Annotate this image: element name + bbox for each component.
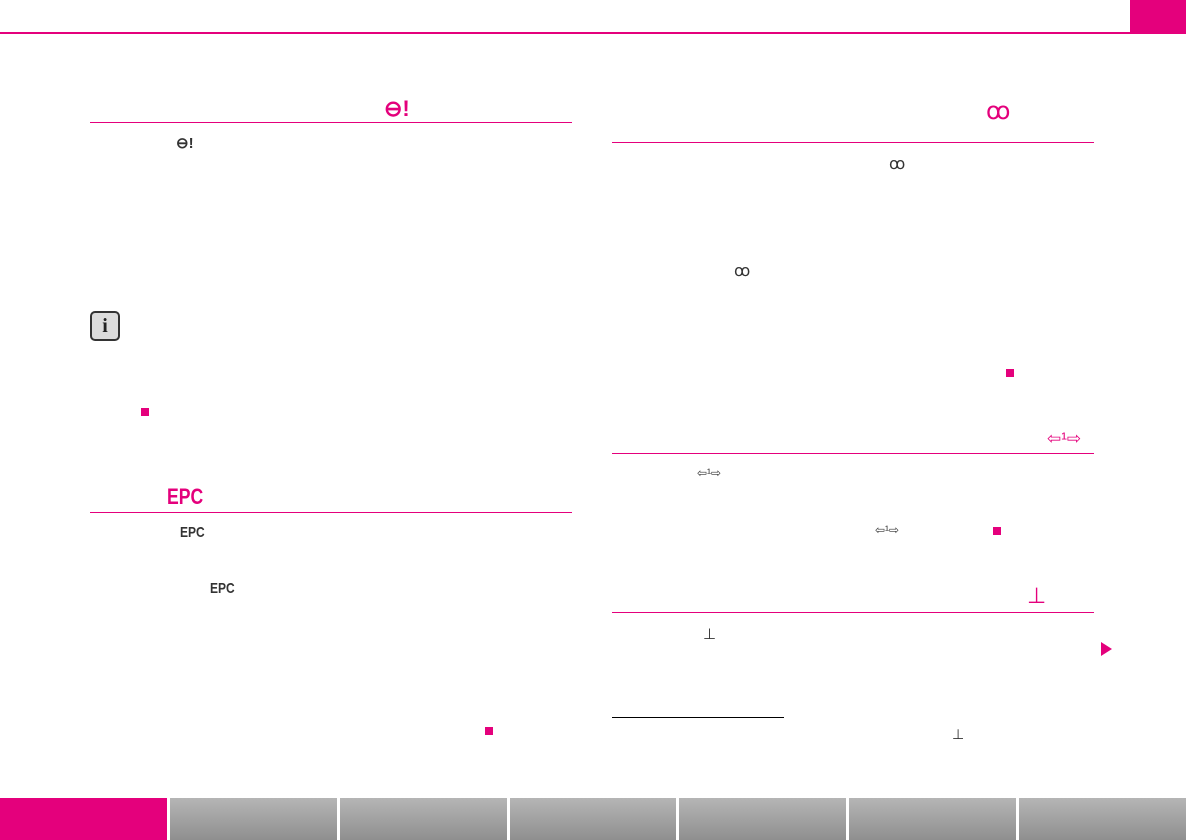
section-end-marker	[141, 408, 149, 416]
turn-signal-inline-icon-2: ⇦¹⇨	[875, 523, 900, 537]
power-steering-inline-icon: ⊖!	[176, 135, 194, 152]
coolant-footnote-icon: ⊥	[952, 726, 965, 742]
turn-signal-heading-icon: ⇦¹⇨	[1047, 429, 1082, 448]
section-end-marker	[1006, 369, 1014, 377]
footer-tab-1[interactable]	[0, 798, 167, 840]
power-steering-heading-icon: ⊖!	[384, 96, 410, 121]
info-icon: i	[90, 311, 120, 341]
section-end-marker	[485, 727, 493, 735]
footer-tab-6[interactable]	[849, 798, 1017, 840]
epc-inline-icon-2: EPC	[210, 580, 235, 597]
footnote-rule	[612, 717, 784, 718]
glow-plug-inline-icon: ꝏ	[889, 156, 906, 173]
epc-inline-icon: EPC	[180, 524, 205, 541]
header-rule	[0, 32, 1186, 34]
epc-heading-icon: EPC	[167, 484, 204, 509]
section-rule-coolant	[612, 612, 1094, 613]
coolant-heading-icon: ⊥	[1027, 583, 1047, 608]
page-corner-tab	[1130, 0, 1186, 34]
section-rule-power-steering	[90, 122, 572, 123]
footer-tab-3[interactable]	[339, 798, 507, 840]
next-page-arrow-icon[interactable]	[1101, 642, 1112, 656]
section-rule-turn-signal	[612, 453, 1094, 454]
footer-tab-7[interactable]	[1019, 798, 1186, 840]
footer-tab-5[interactable]	[679, 798, 847, 840]
glow-plug-heading-icon: ꝏ	[986, 98, 1011, 125]
glow-plug-inline-icon-2: ꝏ	[734, 263, 751, 280]
footer-tab-2[interactable]	[169, 798, 337, 840]
section-rule-glow-plug	[612, 142, 1094, 143]
footer-nav	[0, 798, 1186, 840]
section-end-marker	[993, 527, 1001, 535]
coolant-inline-icon: ⊥	[703, 626, 717, 643]
footer-tab-4[interactable]	[509, 798, 677, 840]
section-rule-epc	[90, 512, 572, 513]
turn-signal-inline-icon: ⇦¹⇨	[697, 466, 722, 480]
